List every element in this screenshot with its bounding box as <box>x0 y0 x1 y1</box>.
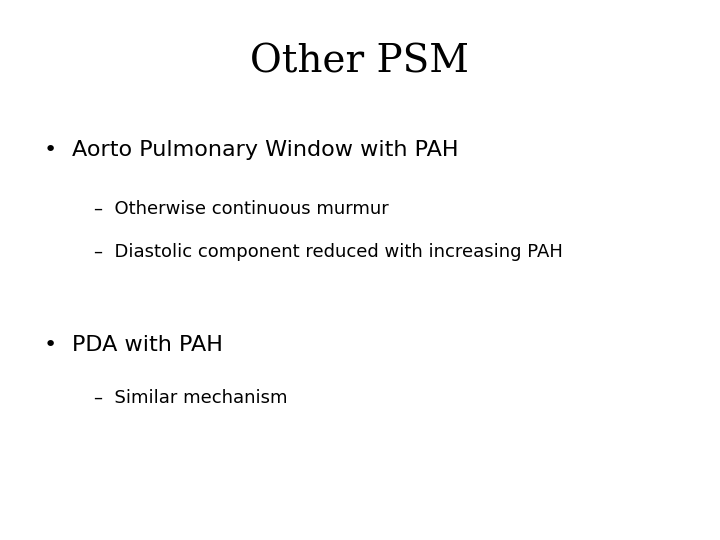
Text: –  Diastolic component reduced with increasing PAH: – Diastolic component reduced with incre… <box>94 243 562 261</box>
Text: –  Otherwise continuous murmur: – Otherwise continuous murmur <box>94 200 388 218</box>
Text: Aorto Pulmonary Window with PAH: Aorto Pulmonary Window with PAH <box>72 140 459 160</box>
Text: •: • <box>43 335 56 355</box>
Text: •: • <box>43 140 56 160</box>
Text: –  Similar mechanism: – Similar mechanism <box>94 389 287 407</box>
Text: Other PSM: Other PSM <box>251 43 469 80</box>
Text: PDA with PAH: PDA with PAH <box>72 335 223 355</box>
